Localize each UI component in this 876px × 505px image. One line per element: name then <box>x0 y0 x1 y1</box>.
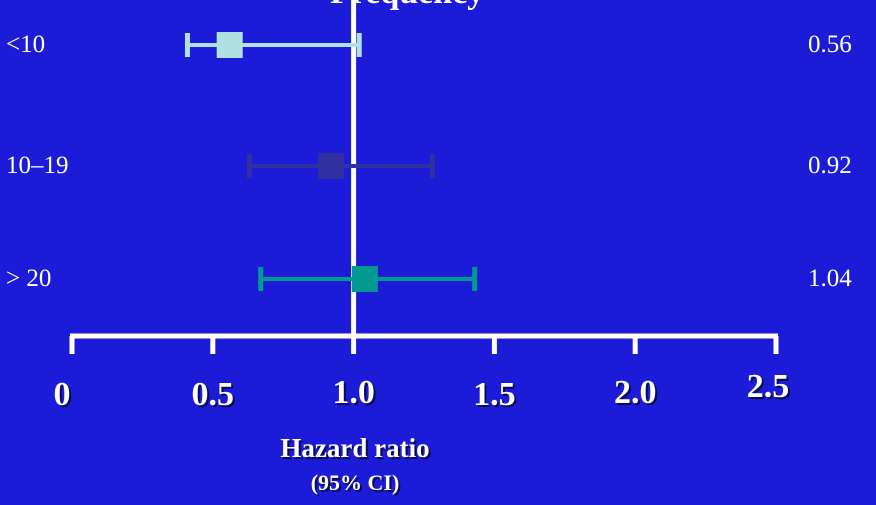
x-axis-sublabel: (95% CI) <box>310 470 400 495</box>
row-label: 10–19 <box>6 152 69 179</box>
x-tick-label: 0.5 <box>191 376 235 413</box>
x-tick-label: 2.5 <box>746 368 790 405</box>
x-axis-label: Hazard ratio <box>280 433 430 463</box>
x-tick-label: 1.0 <box>332 374 375 411</box>
row-label: > 20 <box>6 265 52 292</box>
hazard-ratio-value: 0.56 <box>808 31 852 58</box>
hazard-ratio-marker <box>216 32 243 58</box>
x-tick-label: 0 <box>53 376 71 413</box>
hazard-ratio-marker <box>351 266 378 292</box>
row-label: <10 <box>6 31 46 58</box>
chart-title-fragment: Frequency <box>330 0 484 10</box>
x-tick-label: 1.5 <box>473 376 516 413</box>
hazard-ratio-value: 1.04 <box>808 265 852 292</box>
x-tick-label: 2.0 <box>613 374 657 411</box>
hazard-ratio-value: 0.92 <box>808 152 852 179</box>
hazard-ratio-marker <box>318 153 345 179</box>
